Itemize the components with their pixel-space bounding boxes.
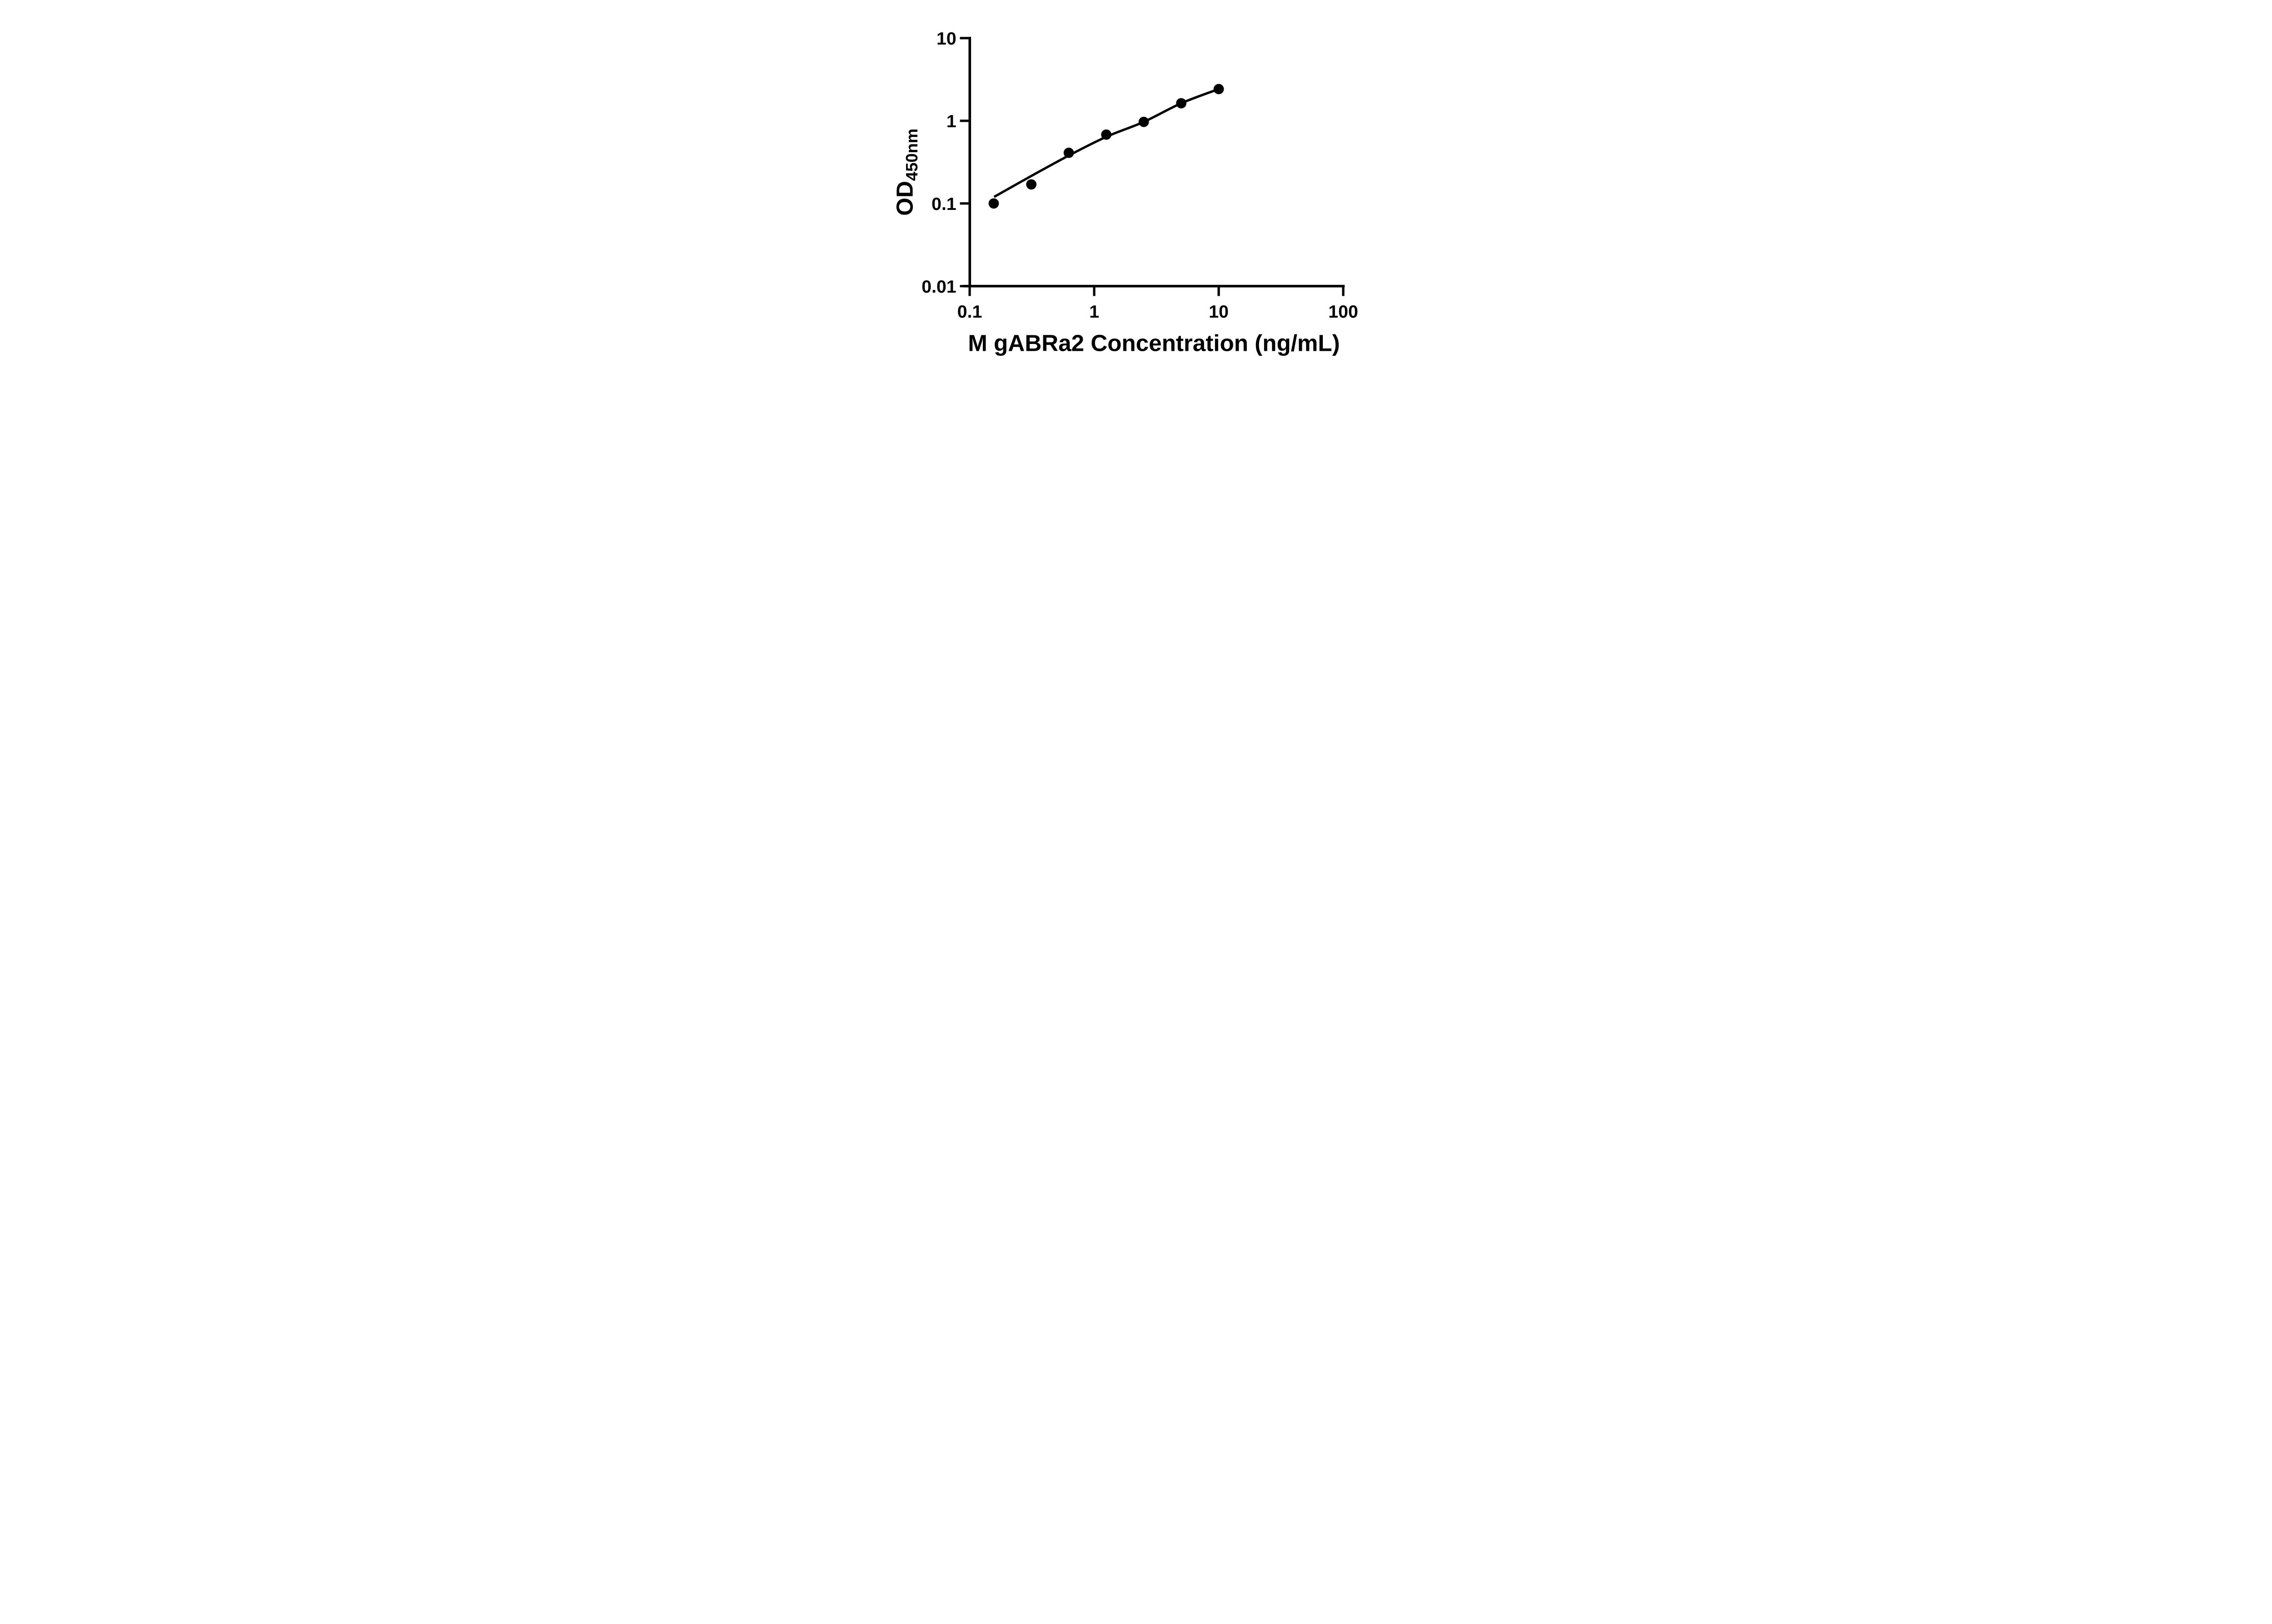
data-point-marker	[1101, 129, 1111, 140]
data-point-marker	[1176, 98, 1186, 109]
x-tick-label: 0.1	[957, 302, 982, 322]
y-axis-title-main: OD	[892, 181, 918, 216]
data-point-marker	[1026, 179, 1036, 190]
y-axis-title-subscript: 450nm	[902, 129, 921, 181]
y-tick-label: 0.01	[922, 277, 957, 297]
figure-container: 10 1 0.1 0.01 0.1 1 10 100 M gABRa2 Concentrati…	[0, 0, 2272, 388]
x-tick-label: 10	[1209, 302, 1229, 322]
y-axis-title: OD450nm	[892, 129, 921, 216]
y-tick-label: 0.1	[932, 194, 957, 214]
y-tick-label: 10	[937, 29, 957, 49]
x-tick-label: 100	[1328, 302, 1358, 322]
data-point-marker	[1063, 147, 1074, 158]
y-tick-label: 1	[947, 111, 957, 131]
data-point-marker	[1138, 116, 1149, 127]
x-axis-title: M gABRa2 Concentration (ng/mL)	[968, 330, 1340, 356]
data-point-marker	[988, 198, 999, 209]
x-tick-label: 1	[1089, 302, 1099, 322]
data-point-marker	[1213, 84, 1224, 95]
